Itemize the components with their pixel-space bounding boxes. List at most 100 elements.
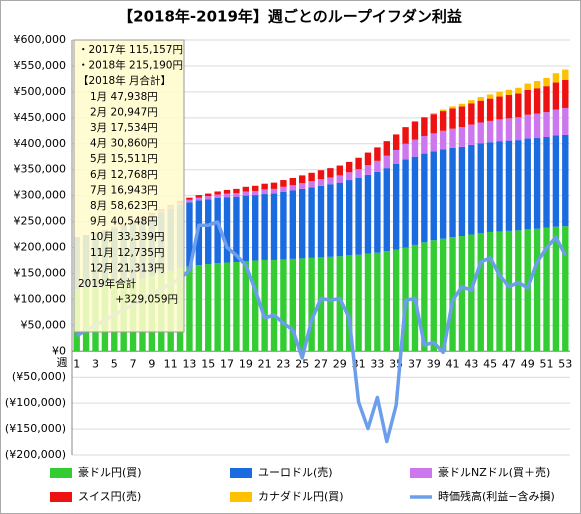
annotation-text: ・2017年 115,157円 bbox=[78, 43, 183, 56]
y-tick-label: ¥150,000 bbox=[14, 266, 67, 279]
annotation-text: 4月 30,860円 bbox=[90, 138, 158, 150]
bar bbox=[205, 264, 212, 352]
bar bbox=[355, 254, 362, 352]
x-tick-label: 1 bbox=[73, 357, 80, 370]
bar bbox=[299, 183, 306, 189]
x-tick-label: 7 bbox=[130, 357, 137, 370]
bar bbox=[486, 142, 494, 232]
bar bbox=[430, 240, 437, 352]
annotation-text: 7月 16,943円 bbox=[90, 184, 158, 196]
bar bbox=[486, 231, 494, 352]
bar bbox=[505, 230, 513, 352]
bar bbox=[364, 165, 372, 175]
bar bbox=[392, 249, 400, 352]
bar bbox=[336, 175, 343, 183]
bar bbox=[552, 226, 560, 352]
bar bbox=[449, 147, 456, 238]
bar bbox=[374, 147, 381, 161]
x-tick-label: 21 bbox=[258, 357, 272, 370]
bar bbox=[392, 163, 400, 250]
bar bbox=[252, 195, 259, 261]
bar bbox=[477, 100, 484, 123]
bar bbox=[289, 185, 297, 191]
bar bbox=[336, 182, 343, 257]
bar bbox=[402, 159, 409, 248]
bar bbox=[439, 130, 447, 150]
bar bbox=[468, 103, 475, 125]
bar bbox=[496, 231, 503, 352]
bar bbox=[242, 191, 250, 196]
bar bbox=[299, 188, 306, 259]
bar bbox=[280, 191, 287, 260]
x-tick-label: 29 bbox=[333, 357, 347, 370]
bar bbox=[186, 199, 193, 203]
bar bbox=[562, 107, 569, 135]
bar bbox=[505, 118, 513, 141]
bar bbox=[242, 195, 250, 261]
chart-title: 【2018年-2019年】週ごとのループイフダン利益 bbox=[118, 8, 462, 26]
y-tick-label: ¥100,000 bbox=[14, 292, 67, 305]
bar bbox=[524, 114, 531, 139]
bar bbox=[383, 141, 390, 156]
bar bbox=[355, 177, 362, 255]
bar bbox=[317, 185, 325, 258]
annotation-text: 6月 12,768円 bbox=[90, 169, 158, 181]
bar bbox=[345, 255, 353, 352]
y-tick-label: ¥300,000 bbox=[14, 189, 67, 202]
bar bbox=[477, 232, 484, 352]
x-tick-label: 11 bbox=[164, 357, 178, 370]
bar bbox=[364, 152, 372, 166]
bar bbox=[439, 111, 447, 131]
x-tick-label: 47 bbox=[502, 357, 516, 370]
bar bbox=[552, 109, 560, 136]
bar bbox=[383, 168, 390, 252]
bar bbox=[345, 180, 353, 256]
bar bbox=[186, 266, 193, 352]
bar bbox=[439, 109, 447, 112]
bar bbox=[299, 175, 306, 184]
bar bbox=[327, 256, 334, 352]
bar bbox=[280, 180, 287, 187]
bars bbox=[73, 69, 569, 352]
bar bbox=[308, 187, 315, 258]
bar bbox=[374, 160, 381, 172]
bar bbox=[317, 257, 325, 352]
bar bbox=[195, 195, 203, 198]
annotation-text: 5月 15,511円 bbox=[90, 153, 158, 165]
y-tick-label: ¥600,000 bbox=[14, 33, 67, 46]
bar bbox=[233, 196, 240, 263]
bar bbox=[289, 258, 297, 352]
bar bbox=[205, 193, 212, 197]
bar bbox=[421, 153, 428, 243]
bar bbox=[562, 69, 569, 80]
bar bbox=[364, 174, 372, 254]
bar bbox=[261, 189, 268, 195]
bar bbox=[552, 82, 560, 110]
bar bbox=[195, 197, 203, 201]
x-tick-label: 51 bbox=[540, 357, 554, 370]
y-tick-label: (¥50,000) bbox=[12, 370, 66, 383]
bar bbox=[524, 83, 531, 90]
bar bbox=[317, 179, 325, 186]
bar bbox=[383, 155, 390, 169]
bar bbox=[421, 242, 428, 352]
bar bbox=[458, 103, 466, 107]
bar bbox=[223, 193, 231, 198]
bar bbox=[270, 259, 278, 352]
annotation-text: 2月 20,947円 bbox=[90, 106, 158, 118]
bar bbox=[214, 194, 221, 198]
x-tick-label: 43 bbox=[464, 357, 478, 370]
y-tick-label: ¥450,000 bbox=[14, 111, 67, 124]
annotation-text: 11月 12,735円 bbox=[90, 247, 164, 259]
bar bbox=[270, 182, 278, 189]
bar bbox=[496, 96, 503, 120]
bar bbox=[402, 127, 409, 144]
x-tick-label: 17 bbox=[220, 357, 234, 370]
bar bbox=[392, 149, 400, 164]
bar bbox=[289, 177, 297, 186]
bar bbox=[505, 140, 513, 231]
bar bbox=[261, 194, 268, 260]
bar bbox=[562, 79, 569, 108]
bar bbox=[505, 89, 513, 95]
